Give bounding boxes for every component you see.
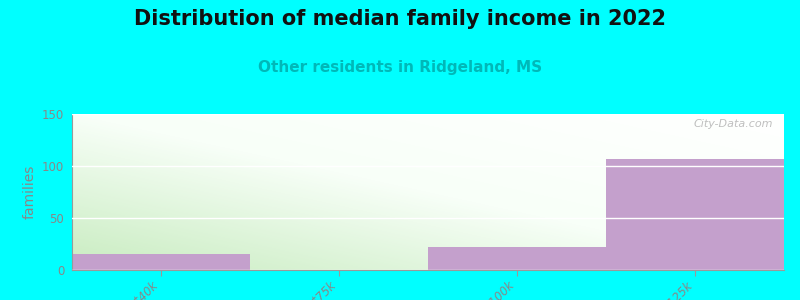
- Y-axis label: families: families: [22, 165, 37, 219]
- Bar: [606, 159, 784, 270]
- Text: Other residents in Ridgeland, MS: Other residents in Ridgeland, MS: [258, 60, 542, 75]
- Text: Distribution of median family income in 2022: Distribution of median family income in …: [134, 9, 666, 29]
- Bar: [72, 254, 250, 270]
- Bar: [428, 247, 606, 270]
- Text: City-Data.com: City-Data.com: [694, 119, 774, 129]
